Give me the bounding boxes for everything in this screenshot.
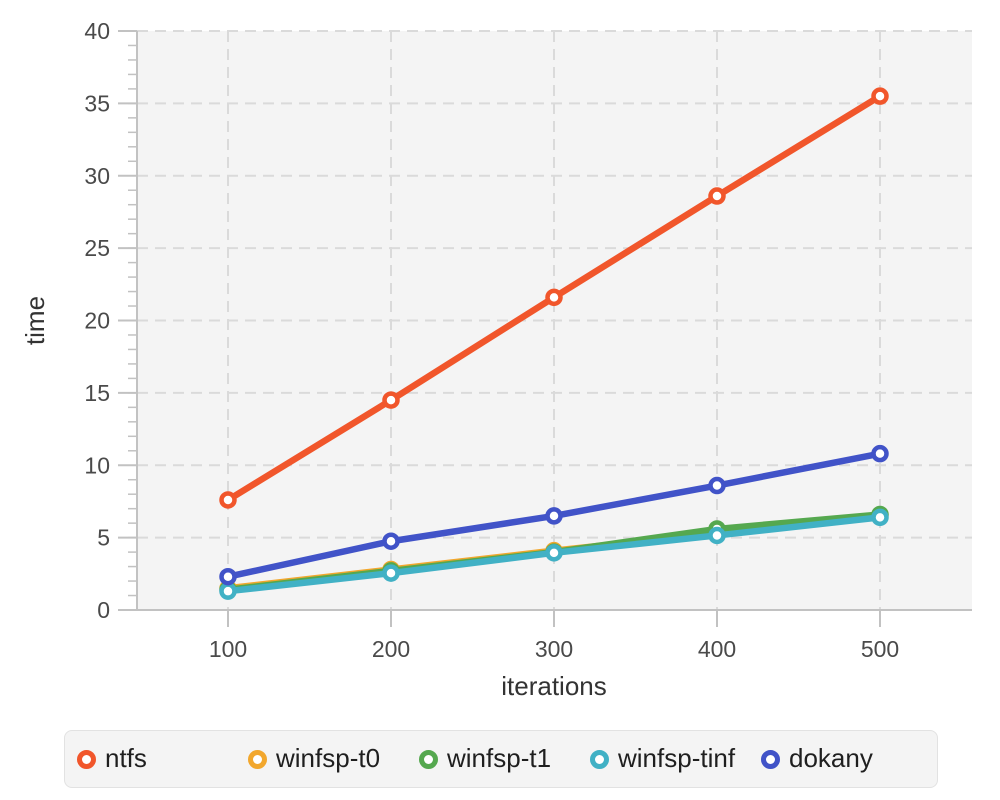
x-axis-title: iterations bbox=[501, 671, 607, 701]
legend-item-ntfs[interactable]: ntfs bbox=[77, 745, 248, 773]
legend-label: winfsp-tinf bbox=[618, 743, 736, 773]
data-point-ntfs bbox=[708, 187, 726, 205]
x-tick-label: 500 bbox=[861, 636, 899, 662]
y-tick-label: 25 bbox=[84, 235, 110, 261]
data-point-winfsp-tinf bbox=[708, 526, 726, 545]
legend-item-winfsp-tinf[interactable]: winfsp-tinf bbox=[590, 745, 761, 773]
data-point-winfsp-tinf bbox=[545, 544, 563, 562]
legend-label: ntfs bbox=[105, 743, 147, 773]
winfsp-t0-marker-icon bbox=[248, 749, 267, 769]
line-chart: 0 5 10 15 20 25 30 35 40 100 200 300 400 500 time itera… bbox=[20, 18, 972, 701]
y-tick-label: 20 bbox=[84, 308, 110, 334]
y-tick-label: 15 bbox=[84, 380, 110, 406]
chart-legend: ntfs winfsp-t0 winfsp-t1 winfsp-tinf dok… bbox=[64, 730, 938, 788]
data-point-dokany bbox=[871, 444, 889, 463]
data-point-ntfs bbox=[871, 87, 889, 105]
y-tick-label: 30 bbox=[84, 163, 110, 189]
y-axis-title: time bbox=[20, 296, 50, 345]
legend-item-winfsp-t1[interactable]: winfsp-t1 bbox=[419, 745, 590, 773]
legend-item-winfsp-t0[interactable]: winfsp-t0 bbox=[248, 745, 419, 773]
x-tick-label: 200 bbox=[372, 636, 410, 662]
data-point-dokany bbox=[708, 476, 726, 495]
data-point-dokany bbox=[219, 567, 237, 586]
x-tick-label: 400 bbox=[698, 636, 736, 662]
legend-label: winfsp-t1 bbox=[447, 743, 552, 773]
y-tick-label: 0 bbox=[97, 597, 110, 623]
data-point-winfsp-tinf bbox=[871, 508, 889, 527]
winfsp-tinf-marker-icon bbox=[590, 749, 609, 769]
data-point-dokany bbox=[545, 507, 563, 525]
data-point-ntfs bbox=[219, 491, 237, 509]
data-point-winfsp-tinf bbox=[219, 582, 237, 600]
legend-label: winfsp-t0 bbox=[276, 743, 381, 773]
data-point-winfsp-tinf bbox=[382, 564, 400, 582]
data-point-dokany bbox=[382, 532, 400, 550]
y-tick-label: 35 bbox=[84, 90, 110, 116]
winfsp-t1-marker-icon bbox=[419, 749, 438, 769]
dokany-marker-icon bbox=[761, 749, 780, 769]
y-tick-label: 10 bbox=[84, 452, 110, 478]
data-point-ntfs bbox=[382, 391, 400, 409]
ntfs-marker-icon bbox=[77, 749, 96, 769]
y-tick-label: 40 bbox=[84, 18, 110, 44]
y-tick-label: 5 bbox=[97, 525, 110, 551]
data-point-ntfs bbox=[545, 288, 563, 307]
legend-label: dokany bbox=[789, 743, 873, 773]
legend-item-dokany[interactable]: dokany bbox=[761, 745, 873, 773]
x-tick-label: 100 bbox=[209, 636, 247, 662]
x-tick-label: 300 bbox=[535, 636, 573, 662]
